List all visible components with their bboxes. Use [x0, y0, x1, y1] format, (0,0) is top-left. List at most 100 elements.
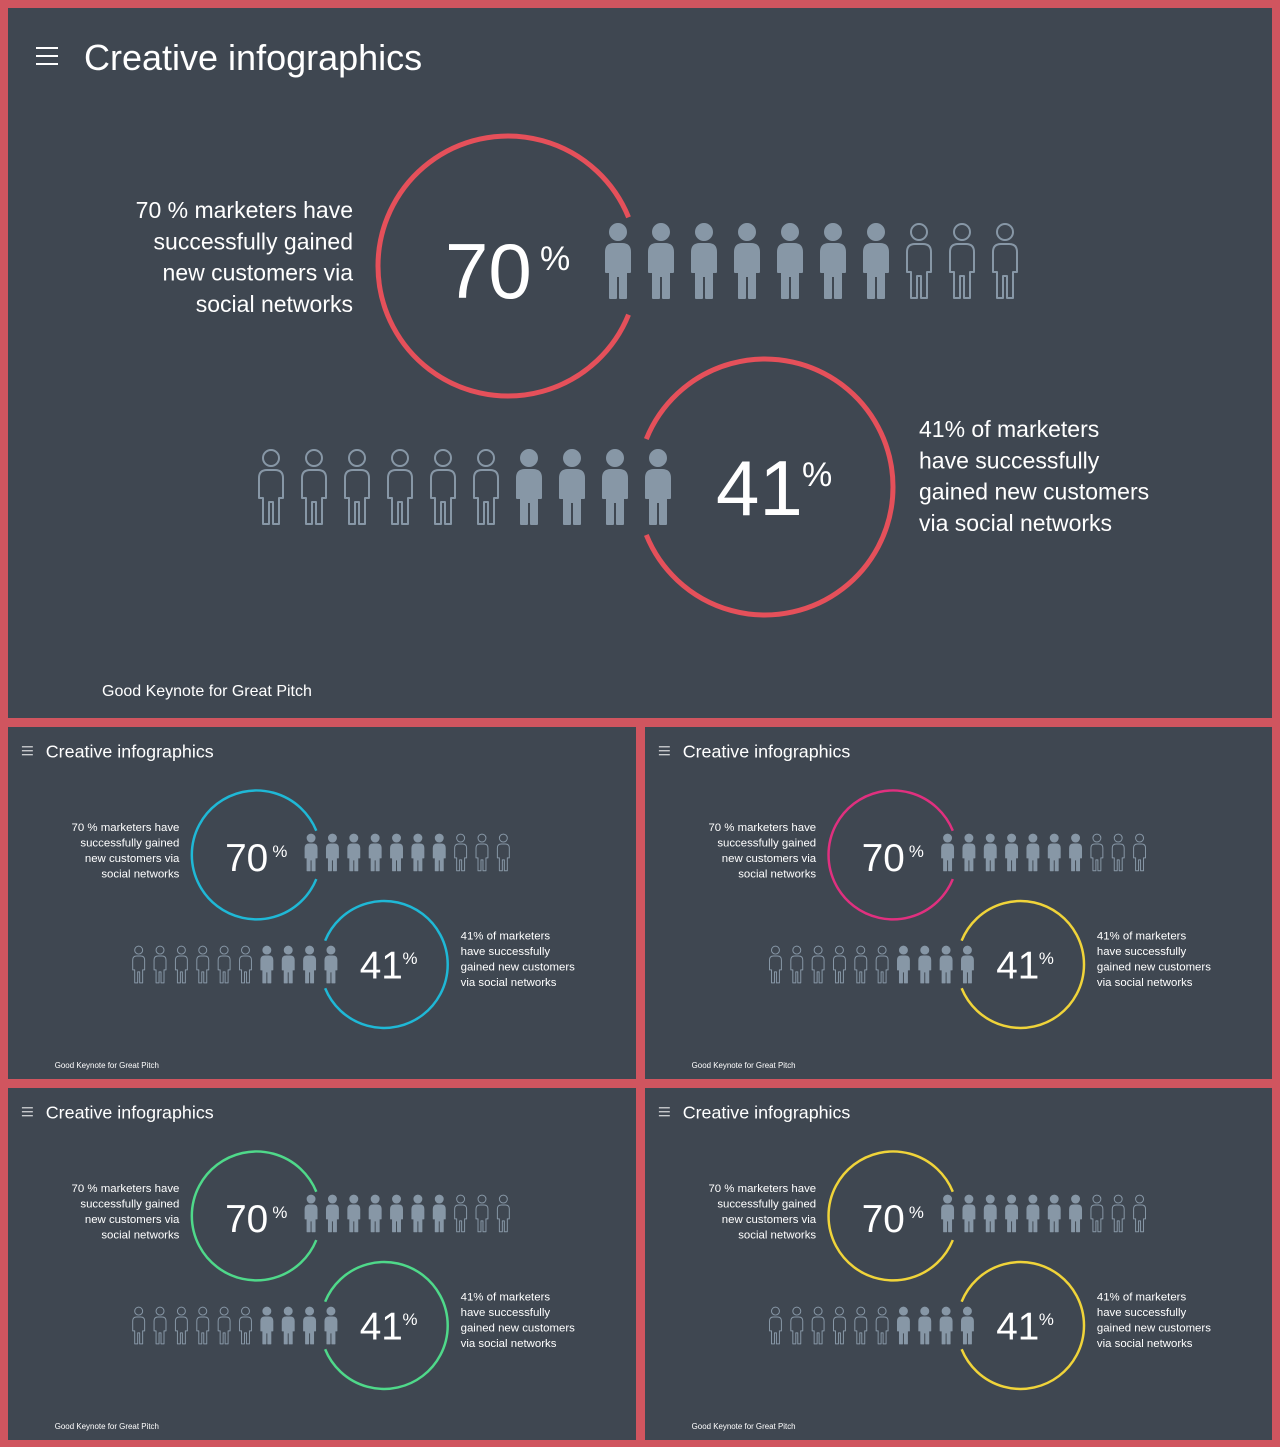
person-filled — [939, 955, 953, 984]
person-outline — [174, 1316, 188, 1345]
stat-unit: % — [1039, 949, 1054, 968]
stat-description: successfully gained — [80, 838, 179, 850]
person-head-filled — [781, 223, 799, 241]
person-head-filled — [920, 945, 930, 955]
person-filled — [347, 1204, 361, 1233]
stat-ring — [827, 789, 954, 921]
person-filled — [863, 243, 889, 299]
person-head-filled — [262, 945, 272, 955]
person-filled — [918, 955, 932, 984]
person-head-filled — [943, 833, 953, 843]
stat-description: gained new customers — [1097, 962, 1211, 974]
person-filled — [325, 1204, 339, 1233]
stat-description: 41% of marketers — [461, 1292, 551, 1304]
stat-description: successfully gained — [154, 228, 353, 254]
stat-unit: % — [802, 456, 832, 494]
person-outline — [790, 955, 804, 984]
person-outline — [875, 955, 889, 984]
person-head-outline — [770, 1306, 780, 1316]
person-head-outline — [477, 833, 487, 843]
person-outline — [1090, 843, 1104, 872]
stat-description: 70 % marketers have — [136, 197, 353, 223]
person-outline — [992, 243, 1018, 299]
stat-description: new customers via — [85, 853, 180, 865]
person-filled — [559, 469, 585, 525]
person-head-filled — [305, 945, 315, 955]
person-head-outline — [792, 1306, 802, 1316]
person-head-filled — [349, 1194, 359, 1204]
slide-canvas: Creative infographics Good Keynote for Gr… — [21, 1103, 576, 1431]
person-filled — [1005, 843, 1019, 872]
person-outline — [132, 1316, 146, 1345]
person-head-outline — [792, 945, 802, 955]
person-outline — [454, 1204, 468, 1233]
stat-unit: % — [909, 842, 924, 861]
person-outline — [387, 469, 413, 525]
person-head-filled — [413, 833, 423, 843]
stat-ring — [323, 1260, 449, 1391]
person-outline — [1133, 843, 1147, 872]
person-outline — [790, 1316, 804, 1345]
person-outline — [769, 1316, 782, 1345]
people-icons — [304, 1194, 510, 1233]
stat-description: gained new customers — [461, 962, 576, 974]
person-filled — [960, 1316, 974, 1345]
person-head-filled — [1007, 833, 1017, 843]
person-head-filled — [652, 223, 670, 241]
stat-description: successfully gained — [80, 1199, 179, 1211]
person-head-filled — [649, 449, 667, 467]
person-outline — [1133, 1204, 1147, 1233]
person-head-outline — [219, 945, 229, 955]
stat-description: successfully gained — [717, 838, 816, 850]
person-head-filled — [434, 833, 444, 843]
slide: Creative infographics Good Keynote for Gr… — [8, 8, 1272, 718]
person-filled — [390, 843, 403, 872]
stat-description: new customers via — [85, 1214, 180, 1226]
stat-description: new customers via — [722, 1214, 817, 1226]
person-filled — [648, 243, 674, 299]
person-outline — [301, 469, 327, 525]
person-filled — [962, 1204, 976, 1233]
person-head-outline — [176, 1306, 186, 1316]
stat-ring — [375, 133, 631, 399]
person-filled — [368, 1204, 382, 1233]
person-outline — [811, 955, 825, 984]
person-head-outline — [498, 833, 508, 843]
slide-footer: Good Keynote for Great Pitch — [692, 1422, 796, 1431]
stat-number: 70 — [225, 837, 268, 880]
person-head-outline — [456, 833, 466, 843]
person-head-outline — [219, 1306, 229, 1316]
stat-description: 41% of marketers — [461, 931, 551, 943]
stat-description: new customers via — [163, 260, 354, 286]
person-head-outline — [1113, 1194, 1123, 1204]
person-head-filled — [326, 1306, 336, 1316]
person-head-outline — [477, 1194, 487, 1204]
person-head-filled — [1028, 1194, 1038, 1204]
stat-ring — [323, 899, 449, 1030]
stat-number: 70 — [862, 1198, 905, 1241]
person-head-filled — [1007, 1194, 1017, 1204]
stat-unit: % — [402, 949, 417, 968]
person-head-filled — [262, 1306, 272, 1316]
person-head-outline — [348, 449, 366, 467]
person-head-filled — [606, 449, 624, 467]
person-outline — [217, 1316, 231, 1345]
person-filled — [918, 1316, 932, 1345]
stat-ring — [644, 356, 896, 618]
person-head-filled — [370, 1194, 380, 1204]
slide-title: Creative infographics — [46, 1103, 214, 1123]
person-head-filled — [370, 833, 380, 843]
stat-description: gained new customers — [461, 1323, 576, 1335]
person-head-filled — [941, 945, 951, 955]
stat-description: successfully gained — [717, 1199, 816, 1211]
people-icons — [941, 1194, 1147, 1233]
stat-description: have successfully — [461, 1307, 551, 1319]
person-head-filled — [985, 1194, 995, 1204]
stat-description: new customers via — [722, 853, 817, 865]
person-head-outline — [877, 1306, 887, 1316]
slide-canvas: Creative infographics Good Keynote for Gr… — [36, 37, 1149, 700]
person-head-outline — [1135, 833, 1145, 843]
slide-footer: Good Keynote for Great Pitch — [55, 1422, 159, 1431]
person-filled — [983, 843, 997, 872]
